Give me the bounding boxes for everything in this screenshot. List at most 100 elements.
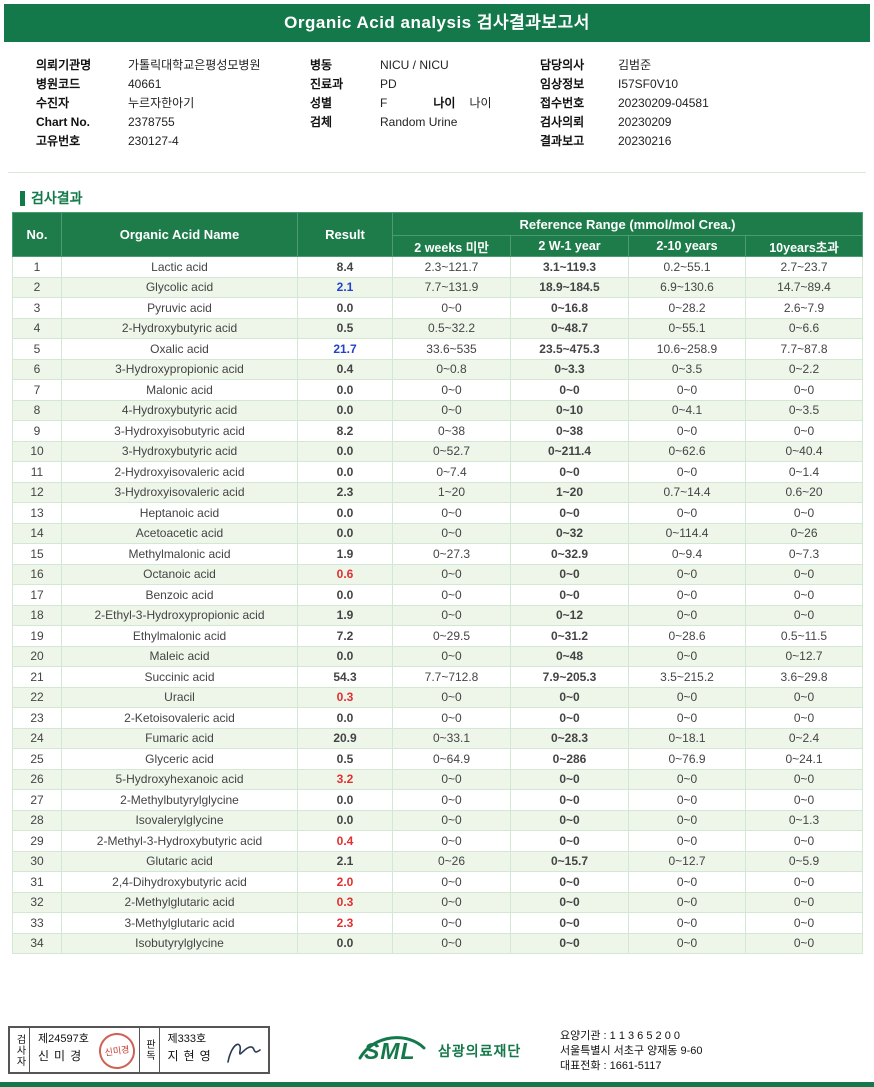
reference-range-value: 0.6~20 bbox=[744, 481, 864, 503]
row-number: 34 bbox=[12, 932, 62, 954]
reference-range-value: 0~31.2 bbox=[510, 625, 629, 647]
info-field-label: 나이 bbox=[433, 96, 456, 110]
reference-range-value: 0~0 bbox=[628, 789, 746, 811]
reference-range-value: 0~3.3 bbox=[510, 358, 629, 380]
reference-range-value: 0~0 bbox=[744, 768, 864, 790]
reference-range-value: 0~1.3 bbox=[744, 809, 864, 831]
reference-range-value: 0~0 bbox=[392, 522, 511, 544]
info-field-value: 20230209-04581 bbox=[618, 95, 709, 110]
result-value: 0.0 bbox=[297, 584, 393, 606]
result-value: 0.0 bbox=[297, 461, 393, 483]
reference-range-value: 0.7~14.4 bbox=[628, 481, 746, 503]
reference-range-value: 0~0 bbox=[628, 461, 746, 483]
col-header-name: Organic Acid Name bbox=[61, 212, 298, 257]
reference-range-value: 0~0 bbox=[510, 584, 629, 606]
reference-range-value: 0~12.7 bbox=[744, 645, 864, 667]
row-number: 30 bbox=[12, 850, 62, 872]
reference-range-value: 0~0 bbox=[510, 379, 629, 401]
row-number: 2 bbox=[12, 276, 62, 298]
result-value: 0.0 bbox=[297, 645, 393, 667]
table-row: 17 Benzoic acid 0.0 0~0 0~0 0~0 0~0 bbox=[12, 584, 864, 606]
col-header-result: Result bbox=[297, 212, 393, 257]
row-number: 9 bbox=[12, 420, 62, 442]
col-subheader: 2 weeks 미만 bbox=[392, 235, 511, 257]
section-title-bar bbox=[20, 190, 25, 206]
result-value: 0.0 bbox=[297, 440, 393, 462]
result-value: 2.1 bbox=[297, 276, 393, 298]
row-number: 27 bbox=[12, 789, 62, 811]
reference-range-value: 0~0 bbox=[744, 830, 864, 852]
reference-range-value: 0~0 bbox=[744, 789, 864, 811]
reference-range-value: 0~0 bbox=[628, 707, 746, 729]
info-field-label: 병원코드 bbox=[36, 77, 81, 91]
reference-range-value: 10.6~258.9 bbox=[628, 338, 746, 360]
table-row: 19 Ethylmalonic acid 7.2 0~29.5 0~31.2 0~28.6… bbox=[12, 625, 864, 647]
acid-name: 2-Ketoisovaleric acid bbox=[61, 707, 298, 729]
result-value: 0.4 bbox=[297, 830, 393, 852]
table-row: 12 3-Hydroxyisovaleric acid 2.3 1~20 1~20 0.7… bbox=[12, 481, 864, 503]
sml-abbr: SML bbox=[364, 1038, 416, 1064]
info-field: 임상정보 I57SF0V10 bbox=[540, 74, 854, 93]
reference-range-value: 2.6~7.9 bbox=[744, 297, 864, 319]
row-number: 7 bbox=[12, 379, 62, 401]
table-row: 3 Pyruvic acid 0.0 0~0 0~16.8 0~28.2 2.6~7.9 bbox=[12, 297, 864, 319]
table-row: 32 2-Methylglutaric acid 0.3 0~0 0~0 0~0 0~0 bbox=[12, 891, 864, 913]
acid-name: Pyruvic acid bbox=[61, 297, 298, 319]
acid-name: Succinic acid bbox=[61, 666, 298, 688]
acid-name: Methylmalonic acid bbox=[61, 543, 298, 565]
reference-range-value: 0~0 bbox=[510, 932, 629, 954]
table-row: 13 Heptanoic acid 0.0 0~0 0~0 0~0 0~0 bbox=[12, 502, 864, 524]
result-value: 7.2 bbox=[297, 625, 393, 647]
table-row: 14 Acetoacetic acid 0.0 0~0 0~32 0~114.4 0~26 bbox=[12, 522, 864, 544]
result-value: 2.0 bbox=[297, 871, 393, 893]
row-number: 13 bbox=[12, 502, 62, 524]
reference-range-value: 0~0 bbox=[510, 502, 629, 524]
reference-range-value: 18.9~184.5 bbox=[510, 276, 629, 298]
row-number: 17 bbox=[12, 584, 62, 606]
signature-box: 검사자 제24597호 신미경 신미경 판독 제333호 지현영 bbox=[8, 1026, 270, 1074]
reference-range-value: 0~24.1 bbox=[744, 748, 864, 770]
section-title: 검사결과 bbox=[20, 188, 83, 208]
col-subheader: 10years초과 bbox=[744, 235, 864, 257]
acid-name: Glycolic acid bbox=[61, 276, 298, 298]
reference-range-value: 0~1.4 bbox=[744, 461, 864, 483]
table-row: 30 Glutaric acid 2.1 0~26 0~15.7 0~12.7 0~5.9 bbox=[12, 850, 864, 872]
info-field-value: Random Urine bbox=[380, 114, 458, 129]
reference-range-value: 0~0 bbox=[510, 563, 629, 585]
info-field-value: 김범준 bbox=[618, 58, 652, 72]
acid-name: 3-Methylglutaric acid bbox=[61, 912, 298, 934]
examiner-cell: 제24597호 신미경 신미경 bbox=[30, 1028, 140, 1072]
reference-range-value: 0~114.4 bbox=[628, 522, 746, 544]
reference-range-value: 0~0 bbox=[392, 563, 511, 585]
result-value: 0.0 bbox=[297, 707, 393, 729]
result-value: 20.9 bbox=[297, 727, 393, 749]
reference-range-value: 0~286 bbox=[510, 748, 629, 770]
acid-name: Uracil bbox=[61, 686, 298, 708]
acid-name: Octanoic acid bbox=[61, 563, 298, 585]
results-table-body: 1 Lactic acid 8.4 2.3~121.7 3.1~119.3 0.2~55.… bbox=[12, 256, 864, 954]
row-number: 20 bbox=[12, 645, 62, 667]
reader-label: 판독 bbox=[140, 1028, 160, 1072]
info-field-label: 검사의뢰 bbox=[540, 115, 585, 129]
reference-range-value: 0~0 bbox=[744, 871, 864, 893]
reference-range-value: 7.7~131.9 bbox=[392, 276, 511, 298]
reference-range-value: 7.7~87.8 bbox=[744, 338, 864, 360]
result-value: 0.6 bbox=[297, 563, 393, 585]
acid-name: 2-Methylbutyrylglycine bbox=[61, 789, 298, 811]
row-number: 24 bbox=[12, 727, 62, 749]
reference-range-value: 0~0 bbox=[744, 584, 864, 606]
acid-name: 2-Methyl-3-Hydroxybutyric acid bbox=[61, 830, 298, 852]
reference-range-value: 0~48 bbox=[510, 645, 629, 667]
section-title-text: 검사결과 bbox=[31, 190, 83, 206]
reference-range-value: 0~0 bbox=[510, 789, 629, 811]
patient-info: 의뢰기관명 가톨릭대학교은평성모병원 병원코드 40661 수진자 누르자한아기 Chart… bbox=[36, 55, 862, 150]
info-field-value: 가톨릭대학교은평성모병원 bbox=[128, 58, 261, 72]
reference-range-value: 0~18.1 bbox=[628, 727, 746, 749]
reference-range-value: 0~3.5 bbox=[744, 399, 864, 421]
result-value: 0.0 bbox=[297, 297, 393, 319]
reference-range-value: 0~0 bbox=[628, 686, 746, 708]
reference-range-value: 0~12.7 bbox=[628, 850, 746, 872]
row-number: 12 bbox=[12, 481, 62, 503]
reference-range-value: 0~9.4 bbox=[628, 543, 746, 565]
reference-range-value: 3.6~29.8 bbox=[744, 666, 864, 688]
